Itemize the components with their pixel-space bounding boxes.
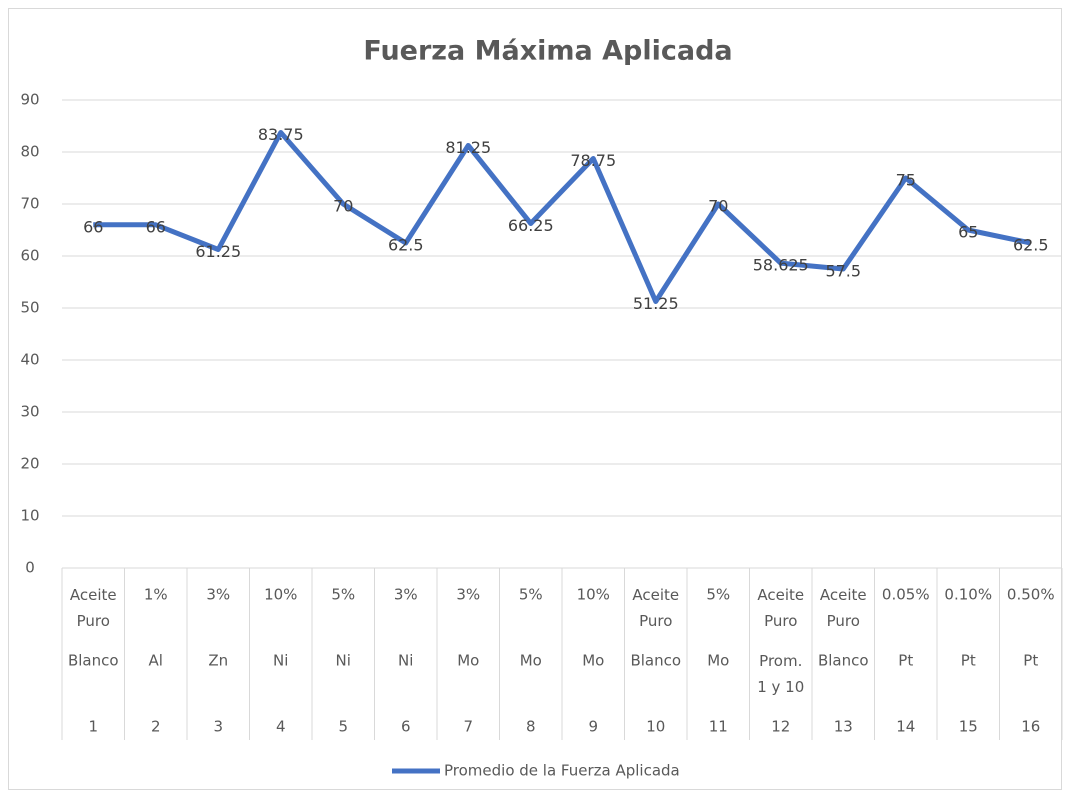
y-tick-label: 30 [20,403,39,421]
data-label: 83.75 [258,125,304,144]
x-tick-label: 11 [709,718,728,736]
x-tick-label: 4 [276,718,286,736]
data-label: 70 [708,197,728,216]
x-tick-label: 3% [456,586,480,604]
x-tick-label: Pt [1023,652,1038,670]
y-tick-label: 60 [20,247,39,265]
x-tick-label: Ni [273,652,288,670]
x-tick-label: Ni [398,652,413,670]
x-tick-label: 8 [526,718,536,736]
x-tick-label: 13 [834,718,853,736]
data-label: 78.75 [570,151,616,170]
x-tick-label: Mo [582,652,604,670]
x-tick-label: 1% [144,586,168,604]
data-label: 61.25 [195,242,241,261]
x-tick-label: 7 [463,718,473,736]
y-tick-label: 70 [20,195,39,213]
x-tick-label: 10 [646,718,665,736]
data-label: 66 [83,217,103,236]
data-label: 75 [896,171,916,190]
y-tick-label: 40 [20,351,39,369]
data-label: 62.5 [1013,236,1049,255]
x-tick-label: 14 [896,718,915,736]
x-tick-label: 3 [213,718,223,736]
chart-area [8,8,1062,790]
legend-label: Promedio de la Fuerza Aplicada [444,762,680,780]
x-tick-label: 15 [959,718,978,736]
x-tick-label: Aceite Puro [757,586,804,630]
x-tick-label: Aceite Puro [70,586,117,630]
x-tick-label: 10% [577,586,610,604]
data-label: 51.25 [633,294,679,313]
x-tick-label: Mo [457,652,479,670]
x-tick-label: Zn [208,652,228,670]
x-tick-label: 5 [338,718,348,736]
x-tick-label: 5% [706,586,730,604]
y-tick-label: 50 [20,299,39,317]
x-tick-label: Al [149,652,163,670]
data-label: 62.5 [388,236,424,255]
x-tick-label: 9 [588,718,598,736]
x-tick-label: Prom. 1 y 10 [757,652,804,696]
x-tick-label: 10% [264,586,297,604]
chart-title: Fuerza Máxima Aplicada [363,36,732,67]
x-tick-label: 3% [206,586,230,604]
x-tick-label: 5% [519,586,543,604]
x-tick-label: 6 [401,718,411,736]
x-tick-label: 2 [151,718,161,736]
data-label: 58.625 [753,256,809,275]
y-tick-label: 20 [20,455,39,473]
x-tick-label: 0.10% [944,586,992,604]
data-label: 70 [333,197,353,216]
y-tick-label: 0 [25,559,35,577]
x-tick-label: 16 [1021,718,1040,736]
x-tick-label: 12 [771,718,790,736]
x-tick-label: Mo [707,652,729,670]
y-tick-label: 90 [20,91,39,109]
data-label: 65 [958,223,978,242]
x-tick-label: Blanco [818,652,869,670]
x-tick-label: Pt [961,652,976,670]
y-tick-label: 80 [20,143,39,161]
y-tick-label: 10 [20,507,39,525]
x-tick-label: Pt [898,652,913,670]
x-tick-label: 0.50% [1007,586,1055,604]
x-tick-label: 1 [88,718,98,736]
x-tick-label: 0.05% [882,586,930,604]
data-label: 57.5 [825,262,861,281]
x-tick-label: Mo [520,652,542,670]
x-tick-label: Aceite Puro [820,586,867,630]
data-label: 81.25 [445,138,491,157]
x-tick-label: 3% [394,586,418,604]
x-tick-label: Blanco [630,652,681,670]
x-tick-label: Ni [336,652,351,670]
x-tick-label: Aceite Puro [632,586,679,630]
x-tick-label: Blanco [68,652,119,670]
data-label: 66 [146,217,166,236]
line-series [93,130,1032,304]
data-label: 66.25 [508,216,554,235]
x-tick-label: 5% [331,586,355,604]
